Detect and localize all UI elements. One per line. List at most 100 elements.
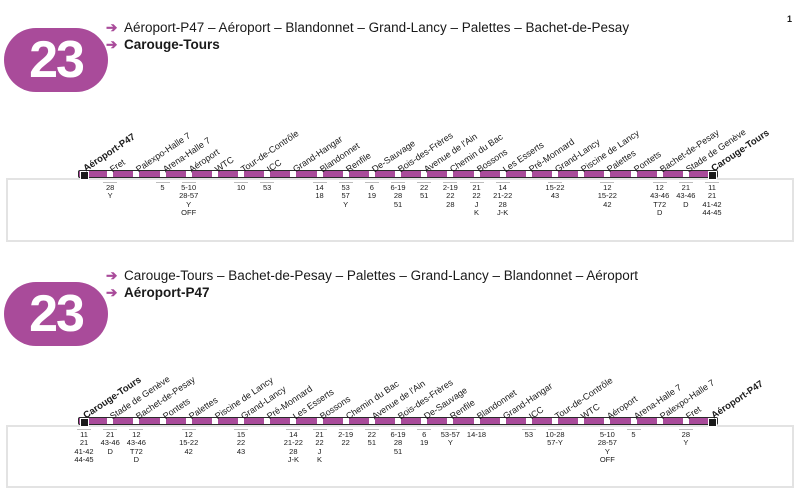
stop-connections: 21 43-46 D [100,430,120,456]
connection-tick [678,429,693,430]
page-number: 1 [786,14,792,24]
stop-connections: 6 19 [367,183,376,201]
stop-connections: 6-19 28 51 [390,183,406,209]
stop-connections: 10-28 57-Y [545,430,565,448]
stop-connections: 22 51 [419,183,429,201]
stop-marker [159,171,166,177]
stop-connections: 14-18 [466,430,487,439]
stop-marker [159,418,166,424]
stop-marker [290,171,297,177]
connection-tick [129,429,144,430]
stop-connections: 2-19 22 28 [442,183,458,209]
destination-label: Carouge-Tours [124,37,220,52]
via-label: Carouge-Tours – Bachet-de-Pesay – Palett… [124,268,639,283]
stop-marker [656,418,663,424]
connection-tick [181,429,196,430]
terminus-marker [79,417,89,427]
line-number-badge: 23 [4,282,108,346]
connection-tick [103,182,118,183]
stop-marker [604,418,611,424]
stop-connections: 53 57 Y [341,183,350,209]
stop-marker [630,171,637,177]
connection-tick [469,429,484,430]
stop-connections: 12 43-46 T72 D [126,430,146,465]
stop-connections: 12 15-22 42 [179,430,199,456]
stop-marker [473,418,480,424]
connection-tick [155,182,170,183]
stop-connections: 14 21-22 28 J-K [493,183,513,218]
connection-tick [234,182,248,183]
stop-marker [499,171,506,177]
stop-marker [525,171,532,177]
stop-marker [264,418,271,424]
stop-connections: 22 51 [367,430,376,448]
connection-tick [417,429,432,430]
connection-tick [103,429,118,430]
connection-tick [705,182,719,183]
terminus-marker [79,170,89,180]
stop-marker [682,171,689,177]
stop-marker [421,418,428,424]
stop-marker [656,171,663,177]
stop-marker [133,418,140,424]
connection-tick [77,429,91,430]
stop-marker [290,418,297,424]
stop-marker [421,171,428,177]
stop-marker [368,171,375,177]
via-label: Aéroport-P47 – Aéroport – Blandonnet – G… [124,20,630,35]
connection-tick [495,182,510,183]
stop-connections: 15 22 43 [236,430,246,456]
stop-marker [552,171,558,177]
destination-line: ➔ Carouge-Tours [106,37,220,53]
terminus-marker [707,170,717,180]
route-panel [6,425,794,488]
stop-connections: 11 21 41-42 44-45 [702,183,722,218]
route-panel [6,178,794,242]
stop-connections: 53 [524,430,533,439]
stop-marker [499,418,506,424]
stop-connections: 6-19 28 51 [390,430,406,456]
stop-connections: 53-57 Y [440,430,460,448]
arrow-right-icon: ➔ [106,285,118,300]
via-line: ➔ Aéroport-P47 – Aéroport – Blandonnet – … [106,20,629,36]
stop-marker [368,418,375,424]
stop-connections: 28 Y [681,430,690,448]
connection-tick [443,182,458,183]
stop-connections: 14 18 [315,183,324,201]
stop-connections: 11 21 41-42 44-45 [74,430,94,465]
stop-connections: 21 43-46 D [676,183,696,209]
stop-marker [107,418,114,424]
connection-tick [469,182,484,183]
stop-connections: 12 43-46 T72 D [650,183,670,218]
connection-tick [364,182,379,183]
stop-connections: 15-22 43 [545,183,565,201]
connection-tick [260,182,275,183]
connection-tick [678,182,693,183]
connection-tick [338,182,353,183]
stop-connections: 6 19 [419,430,429,448]
stop-connections: 21 22 J K [472,183,481,218]
connection-tick [391,182,405,183]
connection-tick [443,429,458,430]
connection-tick [312,182,327,183]
connection-tick [548,429,562,430]
stop-connections: 5-10 28-57 Y OFF [597,430,617,465]
stop-marker [107,171,114,177]
stop-connections: 5 [160,183,165,192]
connection-tick [417,182,432,183]
stop-connections: 5-10 28-57 Y OFF [179,183,199,218]
stop-marker [133,171,140,177]
stop-marker [630,418,637,424]
stop-marker [211,171,218,177]
arrow-right-icon: ➔ [106,268,118,283]
connection-tick [652,182,667,183]
connection-tick [521,429,536,430]
stop-name: Aéroport-P47 [709,378,766,422]
stop-marker [552,418,558,424]
stop-marker [447,171,454,177]
connection-tick [181,182,196,183]
connection-tick [548,182,562,183]
stop-marker [211,418,218,424]
destination-label: Aéroport-P47 [124,285,210,300]
stop-marker [682,418,689,424]
